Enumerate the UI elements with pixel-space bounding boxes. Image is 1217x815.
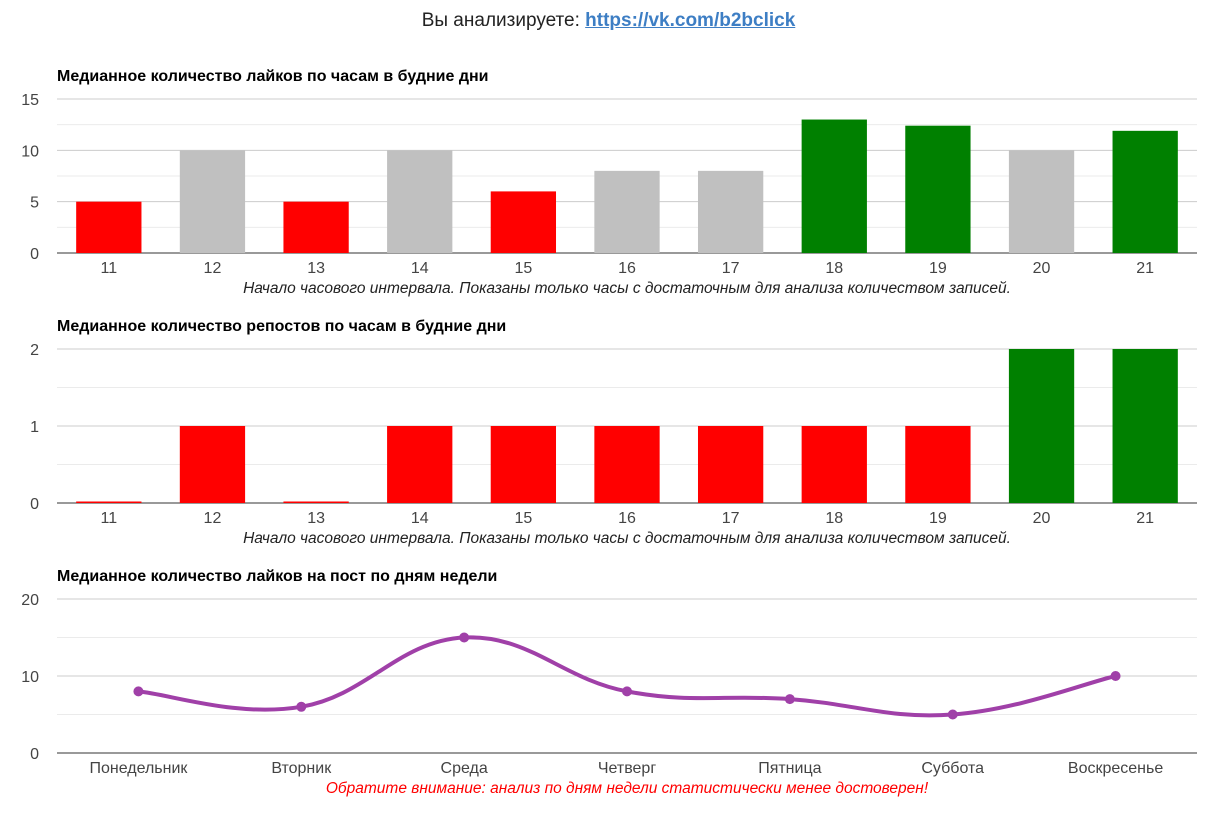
bar-15[interactable]: [490, 191, 557, 253]
y-tick-label: 0: [30, 496, 39, 513]
bar-19[interactable]: [905, 125, 971, 253]
bar-13[interactable]: [283, 201, 349, 253]
bar-13[interactable]: [283, 501, 349, 504]
x-tick-label: Вторник: [271, 760, 332, 777]
bar-17[interactable]: [697, 426, 764, 503]
x-tick-label: Четверг: [598, 760, 656, 777]
bar-21[interactable]: [1112, 130, 1178, 253]
bar-12[interactable]: [179, 150, 246, 253]
y-axis-ticks: 0 1 2: [30, 342, 39, 513]
x-tick-label: Воскресенье: [1068, 760, 1163, 777]
x-tick-label: 12: [204, 510, 222, 527]
x-tick-label: 21: [1136, 260, 1154, 277]
chart-note: Начало часового интервала. Показаны толь…: [243, 280, 1011, 297]
bar-20[interactable]: [1008, 150, 1075, 253]
bar-19[interactable]: [905, 426, 971, 503]
page-header: Вы анализируете: https://vk.com/b2bclick: [0, 10, 1217, 32]
x-tick-label: 19: [929, 510, 947, 527]
point-Понедельник[interactable]: [133, 686, 144, 697]
x-tick-label: 12: [204, 260, 222, 277]
x-tick-label: Пятница: [758, 760, 821, 777]
y-tick-label: 5: [30, 195, 39, 212]
chart-title: Медианное количество лайков по часам в б…: [57, 68, 489, 85]
bar-18[interactable]: [801, 426, 867, 503]
x-axis-ticks: Понедельник Вторник Среда Четверг Пятница Суб…: [89, 760, 1163, 777]
bar-17[interactable]: [697, 170, 764, 253]
y-tick-label: 2: [30, 342, 39, 359]
bar-11[interactable]: [76, 501, 142, 504]
x-tick-label: 13: [307, 260, 325, 277]
x-tick-label: 13: [307, 510, 325, 527]
chart-gridlines: [57, 598, 1197, 754]
x-tick-label: 21: [1136, 510, 1154, 527]
y-tick-label: 20: [21, 592, 39, 609]
x-tick-label: 11: [101, 260, 118, 277]
x-tick-label: 15: [514, 260, 532, 277]
x-tick-label: 20: [1033, 510, 1051, 527]
x-tick-label: 20: [1033, 260, 1051, 277]
point-Среда[interactable]: [459, 632, 470, 643]
point-Суббота[interactable]: [947, 709, 958, 720]
x-tick-label: 15: [514, 510, 532, 527]
x-tick-label: 16: [618, 510, 636, 527]
chart-title: Медианное количество лайков на пост по д…: [57, 568, 497, 585]
point-Воскресенье[interactable]: [1110, 671, 1121, 681]
x-tick-label: Суббота: [921, 760, 984, 777]
chart-title: Медианное количество репостов по часам в…: [57, 318, 506, 335]
point-Четверг[interactable]: [622, 686, 632, 697]
point-Вторник[interactable]: [296, 701, 307, 712]
y-tick-label: 15: [21, 92, 39, 109]
header-prefix: Вы анализируете:: [421, 10, 586, 31]
bar-21[interactable]: [1112, 349, 1178, 503]
y-axis-ticks: 0 5 10 15: [21, 92, 39, 263]
x-tick-label: 19: [929, 260, 947, 277]
y-tick-label: 0: [30, 746, 39, 763]
series-line: [133, 632, 1121, 720]
bar-18[interactable]: [801, 119, 867, 254]
analyzed-group-link[interactable]: https://vk.com/b2bclick: [585, 10, 796, 31]
y-tick-label: 1: [30, 419, 39, 436]
x-tick-label: Среда: [441, 760, 488, 777]
x-tick-label: 18: [825, 260, 843, 277]
x-tick-label: 11: [101, 510, 118, 527]
bars: [76, 349, 1178, 503]
x-tick-label: 16: [618, 260, 636, 277]
y-tick-label: 10: [21, 669, 39, 686]
likes-by-hour-chart: Медианное количество лайков по часам в б…: [21, 68, 1197, 297]
x-tick-label: 14: [411, 260, 429, 277]
bar-16[interactable]: [594, 170, 660, 253]
bar-15[interactable]: [490, 426, 557, 503]
point-Пятница[interactable]: [784, 694, 795, 705]
y-tick-label: 0: [30, 246, 39, 263]
bar-16[interactable]: [594, 426, 660, 503]
reposts-by-hour-chart: Медианное количество репостов по часам в…: [30, 318, 1197, 547]
bars: [76, 119, 1178, 254]
chart-warning-note: Обратите внимание: анализ по дням недели…: [326, 780, 929, 797]
x-tick-label: 17: [722, 260, 740, 277]
bar-14[interactable]: [387, 150, 453, 253]
chart-gridlines: [57, 98, 1197, 254]
bar-14[interactable]: [387, 426, 453, 503]
likes-by-weekday-chart: Медианное количество лайков на пост по д…: [21, 568, 1197, 797]
y-axis-ticks: 0 10 20: [21, 592, 39, 763]
bar-12[interactable]: [179, 426, 246, 503]
x-tick-label: 18: [825, 510, 843, 527]
x-tick-label: Понедельник: [89, 760, 188, 777]
chart-note: Начало часового интервала. Показаны толь…: [243, 530, 1011, 547]
x-tick-label: 17: [722, 510, 740, 527]
y-tick-label: 10: [21, 143, 39, 160]
bar-11[interactable]: [76, 201, 142, 253]
x-axis-ticks: 11 12 13 14 15 16 17 18 19 20 21: [101, 510, 1155, 527]
bar-20[interactable]: [1008, 349, 1075, 503]
x-tick-label: 14: [411, 510, 429, 527]
x-axis-ticks: 11 12 13 14 15 16 17 18 19 20 21: [101, 260, 1155, 277]
